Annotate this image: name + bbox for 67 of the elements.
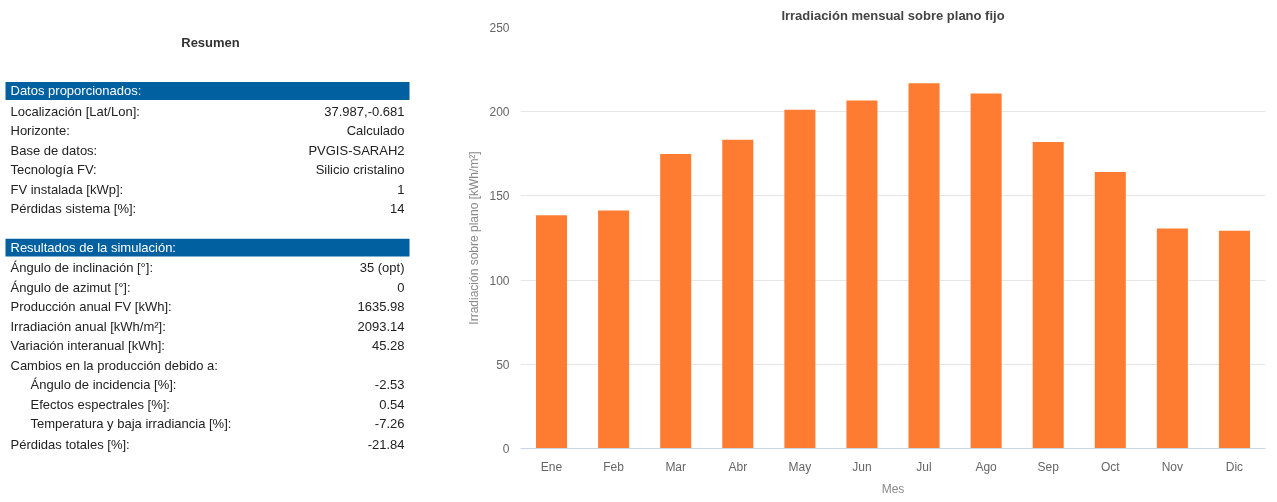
y-tick-label: 250 <box>489 21 510 35</box>
text: Pérdidas totales [%]: <box>10 436 130 452</box>
x-tick-label: Dic <box>1225 459 1244 474</box>
y-tick-label: 200 <box>489 105 510 120</box>
y-tick-label: 50 <box>496 357 510 372</box>
text: -2.53 <box>374 377 405 393</box>
text: Efectos espectrales [%]: <box>30 396 170 412</box>
y-tick-label: 0 <box>502 442 510 456</box>
text: Irradiación anual [kWh/m²]: <box>10 318 166 334</box>
bar <box>846 100 878 449</box>
bar <box>970 93 1002 449</box>
y-tick-label: 150 <box>489 189 510 204</box>
chart-title: Irradiación mensual sobre plano fijo <box>781 7 1005 23</box>
text: -21.84 <box>367 436 405 452</box>
text: 14 <box>390 201 405 217</box>
text: Tecnología FV: <box>10 162 97 178</box>
text: 2093.14 <box>357 318 405 334</box>
text: 37.987,-0.681 <box>324 103 405 119</box>
text: Temperatura y baja irradiancia [%]: <box>30 416 232 432</box>
bar <box>1032 142 1064 449</box>
text: 1635.98 <box>357 299 405 315</box>
text: Datos proporcionados: <box>10 83 142 99</box>
text: 35 (opt) <box>359 260 405 276</box>
text: Calculado <box>346 123 405 139</box>
x-tick-label: Ene <box>540 459 563 474</box>
text: FV instalada [kWp]: <box>10 181 124 197</box>
bar <box>784 109 816 449</box>
text: Resultados de la simulación: <box>10 240 176 256</box>
text: Pérdidas sistema [%]: <box>10 201 137 217</box>
x-axis-title: Mes <box>881 481 905 496</box>
y-axis-title: Irradiación sobre plano [kWh/m²] <box>467 151 482 325</box>
bar <box>536 215 568 449</box>
x-tick-label: Feb <box>603 459 625 474</box>
x-tick-label: Ago <box>975 459 998 474</box>
bar <box>598 210 630 449</box>
text: Resumen <box>181 35 240 51</box>
y-tick-label: 100 <box>489 273 510 288</box>
text: Localización [Lat/Lon]: <box>10 103 140 119</box>
text: Ángulo de incidencia [%]: <box>30 377 177 393</box>
x-tick-label: Jun <box>852 459 872 474</box>
x-tick-label: Nov <box>1161 459 1184 474</box>
text: Base de datos: <box>10 142 98 158</box>
text: Ángulo de azimut [°]: <box>10 279 131 295</box>
text: Horizonte: <box>10 123 70 139</box>
text: Silicio cristalino <box>315 162 405 178</box>
bar <box>908 83 940 449</box>
text: -7.26 <box>374 416 405 432</box>
bar <box>1218 230 1250 449</box>
bar <box>660 153 692 449</box>
text: 45.28 <box>371 338 405 354</box>
bar <box>1094 171 1126 449</box>
bar <box>1156 228 1188 449</box>
text: 0 <box>397 279 405 295</box>
x-tick-label: May <box>788 459 812 474</box>
x-tick-label: Mar <box>665 459 687 474</box>
text: PVGIS-SARAH2 <box>308 142 405 158</box>
text: Cambios en la producción debido a: <box>10 357 218 373</box>
text: 0.54 <box>379 396 405 412</box>
bar <box>722 139 754 449</box>
text: Variación interanual [kWh]: <box>10 338 165 354</box>
x-tick-label: Sep <box>1037 459 1060 474</box>
x-tick-label: Oct <box>1100 459 1121 474</box>
text: 1 <box>397 181 405 197</box>
text: Ángulo de inclinación [°]: <box>10 260 154 276</box>
x-tick-label: Jul <box>916 459 932 474</box>
text: Producción anual FV [kWh]: <box>10 299 172 315</box>
x-tick-label: Abr <box>728 459 748 474</box>
